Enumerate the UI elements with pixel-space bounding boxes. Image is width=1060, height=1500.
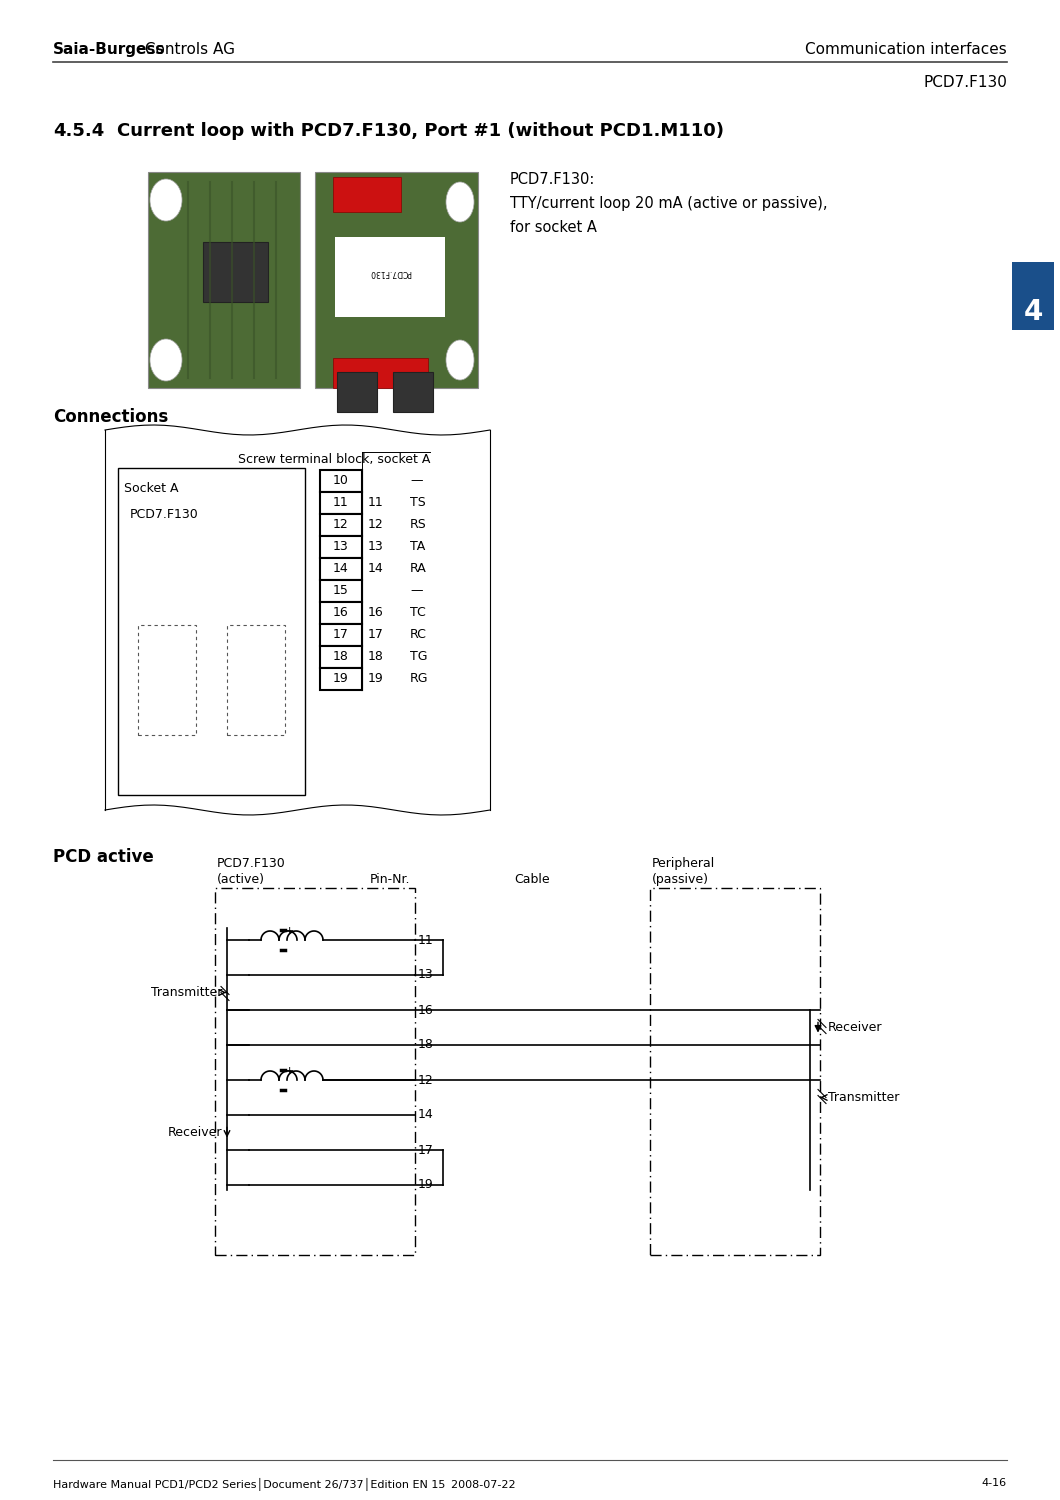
Text: Connections: Connections bbox=[53, 408, 169, 426]
Text: Current loop with PCD7.F130, Port #1 (without PCD1.M110): Current loop with PCD7.F130, Port #1 (wi… bbox=[117, 122, 724, 140]
Bar bbox=[333, 177, 401, 212]
Text: Transmitter: Transmitter bbox=[151, 986, 222, 999]
Text: 13: 13 bbox=[418, 969, 434, 981]
Bar bbox=[650, 888, 820, 1256]
Text: 16: 16 bbox=[368, 606, 384, 619]
Text: PCD7.F130: PCD7.F130 bbox=[130, 509, 199, 520]
Text: RC: RC bbox=[410, 628, 427, 642]
Text: 18: 18 bbox=[368, 651, 384, 663]
Bar bbox=[1012, 262, 1054, 330]
Text: Communication interfaces: Communication interfaces bbox=[806, 42, 1007, 57]
Text: Saia-Burgess: Saia-Burgess bbox=[53, 42, 165, 57]
Text: +: + bbox=[285, 926, 295, 936]
Text: 12: 12 bbox=[368, 519, 384, 531]
Bar bbox=[335, 237, 445, 316]
Bar bbox=[118, 468, 305, 795]
Text: 4.5.4: 4.5.4 bbox=[53, 122, 104, 140]
Text: Receiver: Receiver bbox=[167, 1126, 222, 1138]
Text: Controls AG: Controls AG bbox=[140, 42, 235, 57]
Text: 17: 17 bbox=[333, 628, 349, 642]
Bar bbox=[227, 626, 285, 735]
Text: 12: 12 bbox=[418, 1074, 434, 1086]
Ellipse shape bbox=[446, 340, 474, 380]
Bar bbox=[320, 580, 363, 602]
Bar bbox=[320, 514, 363, 535]
Text: 10: 10 bbox=[333, 474, 349, 488]
Text: TTY/current loop 20 mA (active or passive),: TTY/current loop 20 mA (active or passiv… bbox=[510, 196, 828, 211]
Text: 13: 13 bbox=[333, 540, 349, 554]
Text: 14: 14 bbox=[418, 1108, 434, 1122]
Bar bbox=[204, 242, 268, 302]
Text: 19: 19 bbox=[418, 1179, 434, 1191]
Bar bbox=[148, 172, 300, 388]
Bar bbox=[315, 172, 478, 388]
Text: 16: 16 bbox=[418, 1004, 434, 1017]
Bar bbox=[138, 626, 196, 735]
Bar bbox=[320, 668, 363, 690]
Text: 19: 19 bbox=[333, 672, 349, 686]
Bar bbox=[215, 888, 416, 1256]
Text: TC: TC bbox=[410, 606, 426, 619]
Text: RS: RS bbox=[410, 519, 427, 531]
Bar bbox=[337, 372, 377, 413]
Text: for socket A: for socket A bbox=[510, 220, 597, 236]
Text: PCD7.F130: PCD7.F130 bbox=[923, 75, 1007, 90]
Text: Screw terminal block, socket A: Screw terminal block, socket A bbox=[237, 453, 430, 466]
Text: PCD7.F130
(active): PCD7.F130 (active) bbox=[217, 856, 286, 886]
Text: Pin-Nr.: Pin-Nr. bbox=[370, 873, 410, 886]
Text: +: + bbox=[285, 1066, 295, 1076]
Bar bbox=[320, 624, 363, 646]
Text: TA: TA bbox=[410, 540, 425, 554]
Bar bbox=[393, 372, 432, 413]
Text: 19: 19 bbox=[368, 672, 384, 686]
Text: Receiver: Receiver bbox=[828, 1022, 883, 1034]
Text: 13: 13 bbox=[368, 540, 384, 554]
Text: Transmitter: Transmitter bbox=[828, 1090, 899, 1104]
Text: 11: 11 bbox=[333, 496, 349, 510]
Text: PCD7.F130: PCD7.F130 bbox=[369, 267, 411, 276]
Bar bbox=[320, 602, 363, 624]
Text: 11: 11 bbox=[418, 933, 434, 946]
Text: —: — bbox=[410, 585, 423, 597]
Text: Hardware Manual PCD1/PCD2 Series│Document 26/737│Edition EN 15 2008-07-22: Hardware Manual PCD1/PCD2 Series│Documen… bbox=[53, 1478, 515, 1491]
Bar bbox=[320, 646, 363, 668]
Text: 17: 17 bbox=[418, 1143, 434, 1156]
Bar bbox=[320, 536, 363, 558]
Text: RA: RA bbox=[410, 562, 427, 576]
Text: 11: 11 bbox=[368, 496, 384, 510]
Ellipse shape bbox=[151, 178, 182, 220]
Text: —: — bbox=[410, 474, 423, 488]
Text: 15: 15 bbox=[333, 585, 349, 597]
Ellipse shape bbox=[151, 339, 182, 381]
Ellipse shape bbox=[446, 182, 474, 222]
Bar bbox=[320, 470, 363, 492]
Text: TS: TS bbox=[410, 496, 426, 510]
Text: 16: 16 bbox=[333, 606, 349, 619]
Text: Peripheral
(passive): Peripheral (passive) bbox=[652, 856, 716, 886]
Text: 4: 4 bbox=[1023, 298, 1043, 326]
Text: 18: 18 bbox=[418, 1038, 434, 1052]
Text: 4-16: 4-16 bbox=[982, 1478, 1007, 1488]
Text: Cable: Cable bbox=[515, 873, 550, 886]
Text: PCD7.F130:: PCD7.F130: bbox=[510, 172, 596, 188]
Text: PCD active: PCD active bbox=[53, 847, 154, 865]
Text: TG: TG bbox=[410, 651, 427, 663]
Text: 14: 14 bbox=[333, 562, 349, 576]
Bar bbox=[320, 558, 363, 580]
Bar bbox=[333, 358, 428, 388]
Text: 17: 17 bbox=[368, 628, 384, 642]
Text: Socket A: Socket A bbox=[124, 482, 178, 495]
Text: 12: 12 bbox=[333, 519, 349, 531]
Text: RG: RG bbox=[410, 672, 428, 686]
Text: 14: 14 bbox=[368, 562, 384, 576]
Bar bbox=[320, 492, 363, 514]
Text: 18: 18 bbox=[333, 651, 349, 663]
